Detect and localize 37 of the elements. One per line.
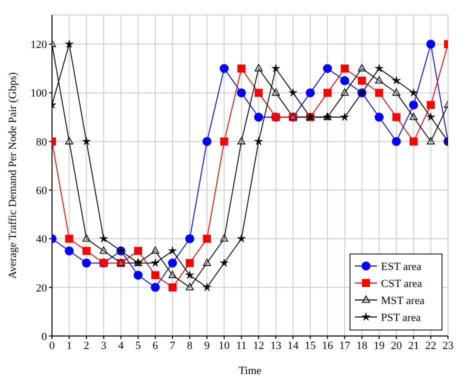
legend-label: EST area [381,261,422,273]
x-tick-label: 5 [135,340,142,352]
x-tick-label: 13 [270,340,282,352]
x-tick-label: 6 [152,340,159,352]
y-tick-label: 100 [30,88,48,100]
x-tick-label: 7 [170,340,176,352]
x-tick-label: 2 [84,340,90,352]
x-tick-label: 22 [425,340,436,352]
y-tick-label: 80 [36,136,48,148]
y-tick-label: 60 [36,184,48,197]
y-tick-label: 120 [30,39,48,52]
x-tick-label: 17 [339,340,351,352]
x-tick-label: 9 [204,340,210,352]
x-tick-label: 14 [288,340,300,352]
x-tick-label: 21 [408,340,420,352]
x-tick-label: 8 [186,340,193,352]
x-tick-label: 16 [322,340,334,352]
x-tick-label: 20 [390,340,402,352]
x-tick-label: 15 [304,340,316,352]
legend-label: MST area [381,295,425,307]
x-tick-label: 11 [236,340,247,352]
x-tick-label: 12 [253,340,264,352]
x-tick-label: 10 [218,340,230,352]
y-tick-label: 40 [36,234,48,246]
x-tick-label: 3 [100,340,107,352]
x-tick-label: 0 [49,340,56,352]
y-tick-label: 20 [36,282,48,294]
x-tick-label: 19 [374,340,386,352]
legend-label: PST area [381,312,421,324]
x-tick-label: 1 [66,340,72,352]
legend-label: CST area [381,278,422,290]
x-tick-label: 18 [356,340,368,352]
y-axis-title: Average Traffic Demand Per Node Pair (Gbps) [6,72,19,279]
y-tick-label: 0 [42,330,48,343]
x-axis-title: Time [238,365,262,377]
x-tick-label: 4 [118,340,124,352]
x-tick-label: 23 [442,340,454,352]
